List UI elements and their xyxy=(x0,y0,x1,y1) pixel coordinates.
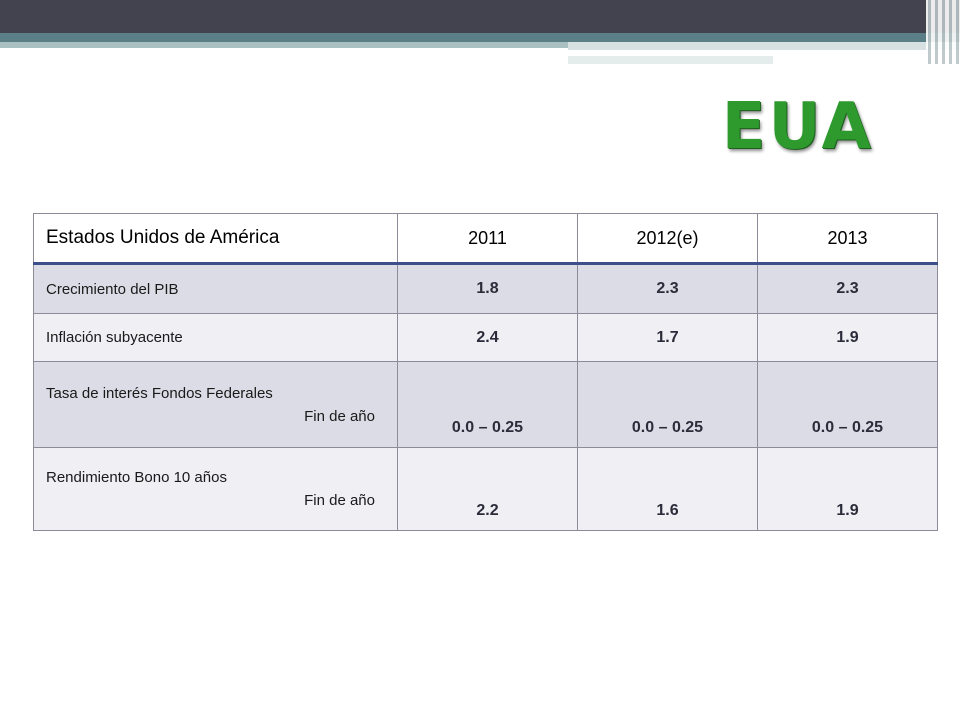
row-label-text: Rendimiento Bono 10 años xyxy=(46,469,227,486)
cell-value: 1.6 xyxy=(577,447,758,531)
row-label-text: Crecimiento del PIB xyxy=(46,280,179,298)
row-sublabel: Fin de año xyxy=(304,492,375,509)
header-band-teal xyxy=(0,33,960,42)
column-header-country: Estados Unidos de América xyxy=(33,213,398,265)
row-sublabel: Fin de año xyxy=(304,407,375,425)
cell-value: 2.4 xyxy=(397,313,578,362)
table-row-10yr-bond-yield: Rendimiento Bono 10 años Fin de año 2.2 … xyxy=(33,447,938,531)
column-header-2012e: 2012(e) xyxy=(577,213,758,265)
row-label: Inflación subyacente xyxy=(33,313,398,362)
row-label-text: Inflación subyacente xyxy=(46,329,183,346)
slide-title: EUA xyxy=(721,90,874,164)
table-row-fed-funds-rate: Tasa de interés Fondos Federales Fin de … xyxy=(33,361,938,448)
header-corner-stripes xyxy=(926,0,960,64)
header-band-step-lower xyxy=(568,56,773,64)
economic-indicators-table: Estados Unidos de América 2011 2012(e) 2… xyxy=(33,213,938,531)
row-label: Tasa de interés Fondos Federales Fin de … xyxy=(33,361,398,448)
cell-value: 0.0 – 0.25 xyxy=(757,361,938,448)
cell-value: 0.0 – 0.25 xyxy=(577,361,758,448)
table-row-gdp-growth: Crecimiento del PIB 1.8 2.3 2.3 xyxy=(33,263,938,314)
cell-value: 0.0 – 0.25 xyxy=(397,361,578,448)
row-label: Crecimiento del PIB xyxy=(33,263,398,314)
column-header-2011: 2011 xyxy=(397,213,578,265)
table-header-row: Estados Unidos de América 2011 2012(e) 2… xyxy=(33,213,938,265)
header-band-dark xyxy=(0,0,960,33)
row-label: Rendimiento Bono 10 años Fin de año xyxy=(33,447,398,531)
cell-value: 1.9 xyxy=(757,447,938,531)
cell-value: 2.2 xyxy=(397,447,578,531)
column-header-2013: 2013 xyxy=(757,213,938,265)
header-band-light xyxy=(0,42,568,48)
cell-value: 1.9 xyxy=(757,313,938,362)
row-label-text: Tasa de interés Fondos Federales xyxy=(46,384,273,402)
cell-value: 1.8 xyxy=(397,263,578,314)
header-band-step xyxy=(568,42,960,50)
table-row-core-inflation: Inflación subyacente 2.4 1.7 1.9 xyxy=(33,313,938,362)
header-band-line xyxy=(600,51,890,53)
cell-value: 2.3 xyxy=(577,263,758,314)
cell-value: 2.3 xyxy=(757,263,938,314)
cell-value: 1.7 xyxy=(577,313,758,362)
